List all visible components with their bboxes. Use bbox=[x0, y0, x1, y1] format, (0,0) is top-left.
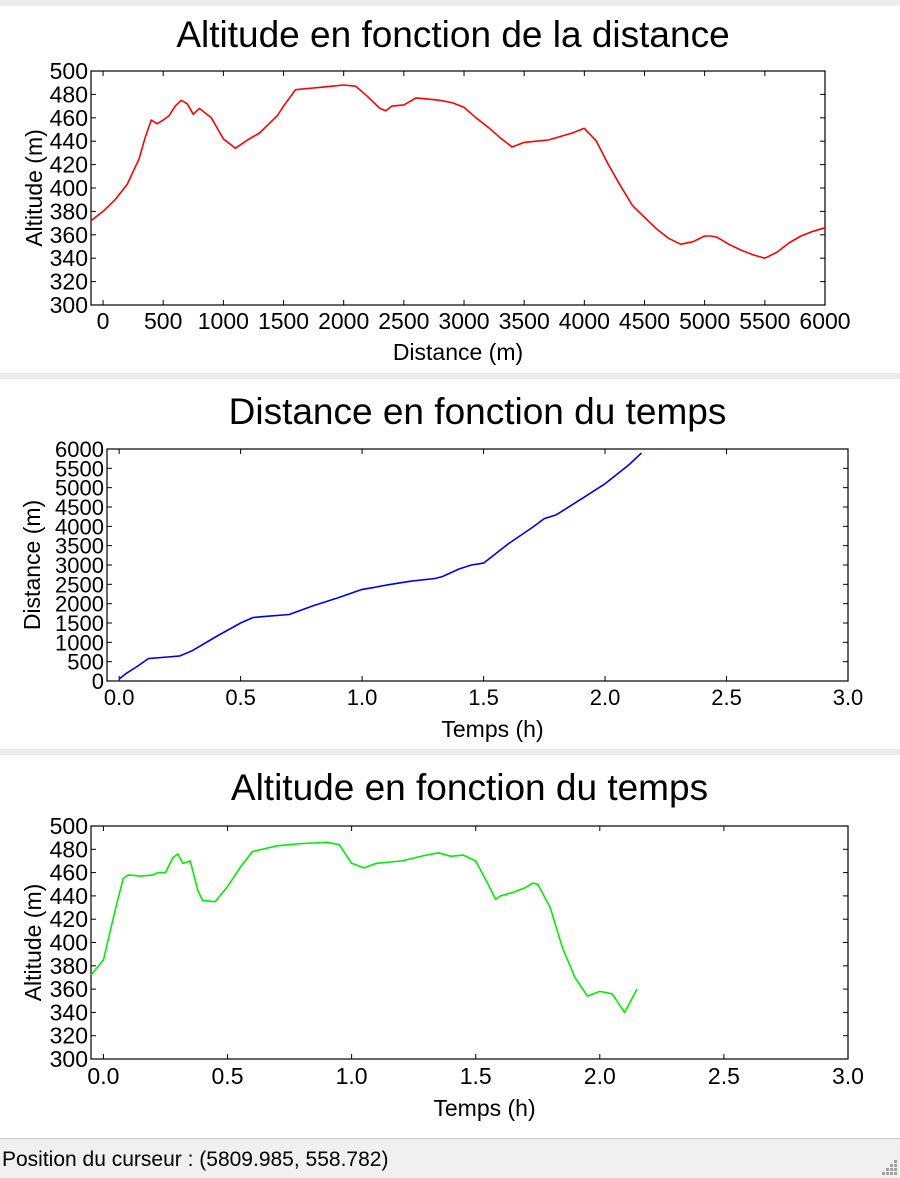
y-tick-label: 460 bbox=[50, 860, 88, 886]
y-tick-label: 340 bbox=[50, 999, 88, 1025]
x-tick-label: 1500 bbox=[258, 308, 309, 334]
y-tick-label: 440 bbox=[50, 883, 88, 909]
x-tick-label: 1.5 bbox=[460, 1063, 492, 1089]
x-tick-label: 0.5 bbox=[212, 1063, 244, 1089]
chart-3: Altitude en fonction du temps 0.0 0.5 1.0 1.… bbox=[20, 767, 864, 1121]
y-tick-label: 400 bbox=[50, 175, 88, 201]
x-tick-label: 2.0 bbox=[584, 1063, 616, 1089]
x-tick-label: 2.0 bbox=[590, 685, 621, 710]
y-tick-label: 420 bbox=[50, 906, 88, 932]
y-tick-label: 2000 bbox=[55, 592, 104, 617]
x-tick-label: 1.5 bbox=[468, 685, 499, 710]
y-tick-label: 340 bbox=[50, 245, 88, 271]
y-tick-label: 360 bbox=[50, 976, 88, 1002]
y-tick-label: 4000 bbox=[55, 514, 104, 539]
y-tick-label: 360 bbox=[50, 222, 88, 248]
x-tick-label: 2.5 bbox=[708, 1063, 740, 1089]
x-tick-label: 0.5 bbox=[225, 685, 256, 710]
y-tick-label: 500 bbox=[50, 58, 88, 84]
series-line bbox=[118, 452, 643, 680]
y-tick-label: 480 bbox=[50, 81, 88, 107]
y-tick-label: 300 bbox=[50, 1046, 88, 1072]
x-tick-label: 1.0 bbox=[347, 685, 378, 710]
chart-title: Distance en fonction du temps bbox=[229, 391, 727, 432]
x-tick-label: 3.0 bbox=[832, 1063, 864, 1089]
y-tick-label: 380 bbox=[50, 953, 88, 979]
y-tick-label: 2500 bbox=[55, 572, 104, 597]
status-bar: Position du curseur : (5809.985, 558.782) bbox=[0, 1138, 900, 1178]
x-tick-label: 4500 bbox=[619, 308, 670, 334]
y-axis-label: Distance (m) bbox=[19, 500, 45, 630]
y-tick-label: 1500 bbox=[55, 611, 104, 636]
x-axis-label: Distance (m) bbox=[393, 339, 523, 365]
y-tick-label: 320 bbox=[50, 1023, 88, 1049]
y-tick-label: 300 bbox=[50, 292, 88, 318]
plot-frame bbox=[90, 825, 849, 1060]
chart-title: Altitude en fonction de la distance bbox=[176, 14, 729, 55]
x-tick-label: 5500 bbox=[739, 308, 790, 334]
x-axis-label: Temps (h) bbox=[441, 716, 543, 742]
panel-separator bbox=[0, 373, 900, 379]
x-tick-label: 1000 bbox=[198, 308, 249, 334]
y-tick-label: 320 bbox=[50, 269, 88, 295]
y-tick-label: 420 bbox=[50, 152, 88, 178]
y-tick-label: 500 bbox=[67, 650, 104, 675]
resize-grip-icon[interactable] bbox=[882, 1160, 898, 1176]
y-tick-label: 400 bbox=[50, 930, 88, 956]
cursor-position-label: Position du curseur : bbox=[2, 1148, 194, 1171]
y-tick-label: 380 bbox=[50, 198, 88, 224]
y-tick-label: 1000 bbox=[55, 630, 104, 655]
x-tick-label: 2.5 bbox=[711, 685, 742, 710]
y-axis-label: Altitude (m) bbox=[21, 129, 47, 247]
panel-separator bbox=[0, 0, 900, 6]
x-tick-label: 3500 bbox=[499, 308, 550, 334]
x-tick-label: 2000 bbox=[318, 308, 369, 334]
x-axis-label: Temps (h) bbox=[433, 1095, 535, 1121]
plot-frame bbox=[106, 448, 849, 682]
y-tick-label: 460 bbox=[50, 105, 88, 131]
y-tick-label: 480 bbox=[50, 836, 88, 862]
chart-2: Distance en fonction du temps 0.0 0.5 1.0 1.… bbox=[19, 391, 863, 742]
y-tick-label: 6000 bbox=[55, 437, 104, 462]
y-tick-label: 0 bbox=[92, 669, 104, 694]
y-tick-label: 3000 bbox=[55, 553, 104, 578]
y-tick-label: 5000 bbox=[55, 476, 104, 501]
y-tick-label: 5500 bbox=[55, 456, 104, 481]
x-tick-label: 4000 bbox=[559, 308, 610, 334]
x-tick-label: 500 bbox=[144, 308, 182, 334]
chart-1: Altitude en fonction de la distance 0 500 1… bbox=[21, 14, 851, 365]
x-tick-label: 0 bbox=[97, 308, 110, 334]
x-tick-label: 3000 bbox=[438, 308, 489, 334]
x-tick-label: 0.0 bbox=[104, 685, 135, 710]
y-axis-label: Altitude (m) bbox=[20, 884, 46, 1002]
cursor-position-text: Position du curseur : (5809.985, 558.782) bbox=[2, 1148, 388, 1172]
series-line bbox=[90, 84, 826, 260]
panel-separator bbox=[0, 749, 900, 755]
y-tick-label: 4500 bbox=[55, 495, 104, 520]
cursor-position-value: (5809.985, 558.782) bbox=[199, 1148, 389, 1171]
x-tick-label: 1.0 bbox=[336, 1063, 368, 1089]
y-tick-label: 3500 bbox=[55, 534, 104, 559]
series-line bbox=[90, 841, 638, 1014]
x-tick-label: 2500 bbox=[378, 308, 429, 334]
y-tick-label: 440 bbox=[50, 128, 88, 154]
x-tick-label: 5000 bbox=[679, 308, 730, 334]
chart-title: Altitude en fonction du temps bbox=[231, 767, 708, 808]
plot-frame bbox=[90, 70, 826, 306]
y-tick-label: 500 bbox=[50, 813, 88, 839]
x-tick-label: 3.0 bbox=[833, 685, 864, 710]
x-tick-label: 6000 bbox=[799, 308, 850, 334]
x-tick-label: 0.0 bbox=[87, 1063, 119, 1089]
